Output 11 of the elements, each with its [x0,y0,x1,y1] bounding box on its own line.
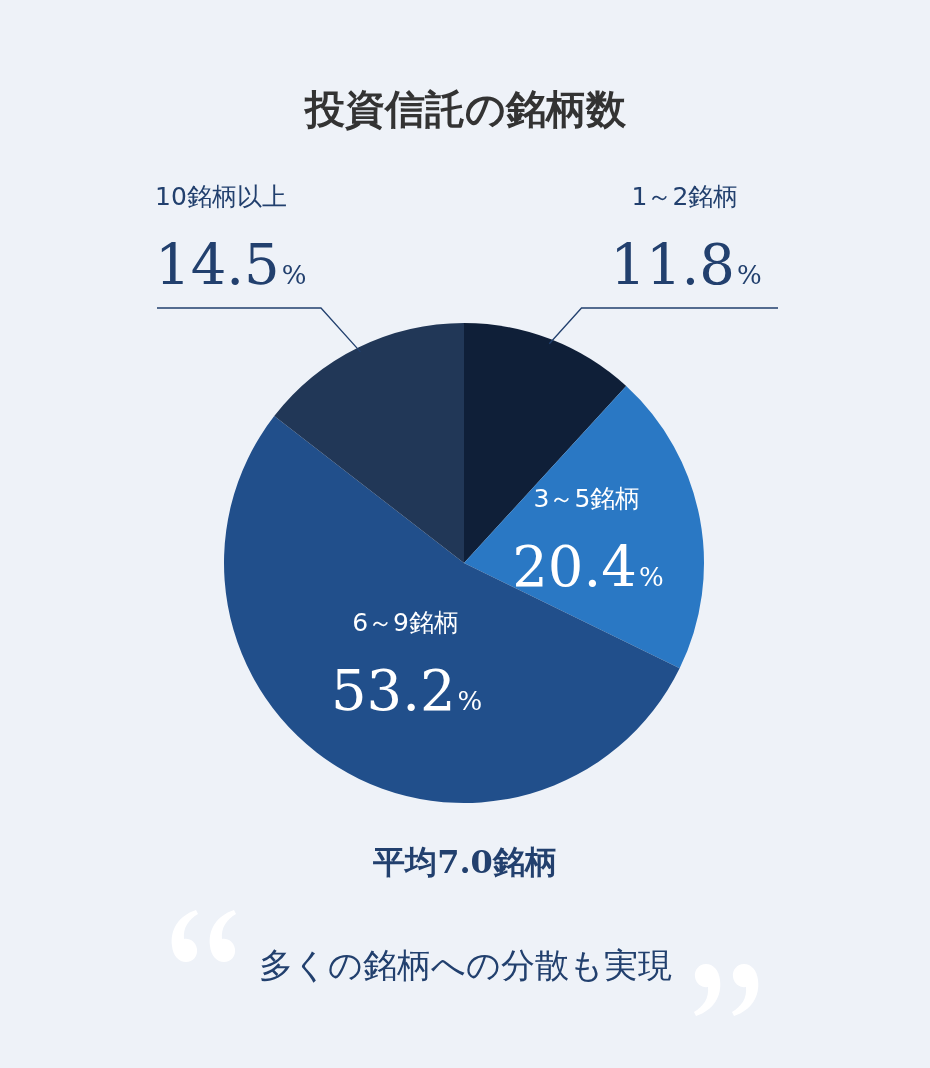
text: 平均7.0銘柄 [372,843,557,882]
data-label: 11.8% [610,232,762,297]
slice-label: 3～5銘柄 [533,484,641,514]
slice-label: 10銘柄以上 [155,181,287,211]
text: 多くの銘柄への分散も実現 [258,944,672,985]
chart-title: 投資信託の銘柄数 [302,85,627,133]
data-label: 53.2% [330,657,483,723]
slice-label: 6～9銘柄 [352,608,460,638]
slice-label: 1～2銘柄 [631,181,739,211]
data-label: 14.5% [155,232,307,297]
data-label: 20.4% [512,533,664,599]
